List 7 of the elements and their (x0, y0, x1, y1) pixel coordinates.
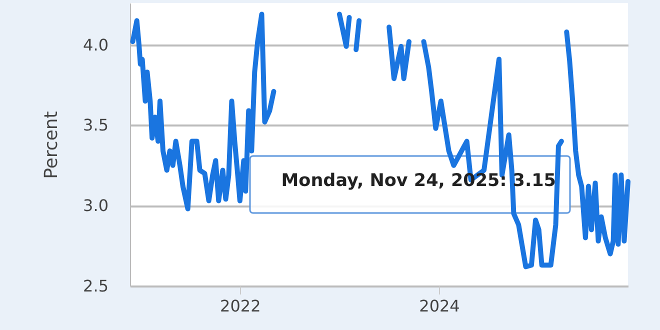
x-tick-label: 2024 (419, 296, 460, 316)
y-tick-label: 2.5 (83, 276, 108, 296)
x-tick-label: 2022 (220, 296, 261, 316)
y-tick-label: 4.0 (83, 35, 108, 54)
y-axis-title: Percent (41, 111, 62, 179)
y-tick-label: 3.0 (83, 196, 108, 216)
y-tick-label: 3.5 (83, 116, 108, 135)
